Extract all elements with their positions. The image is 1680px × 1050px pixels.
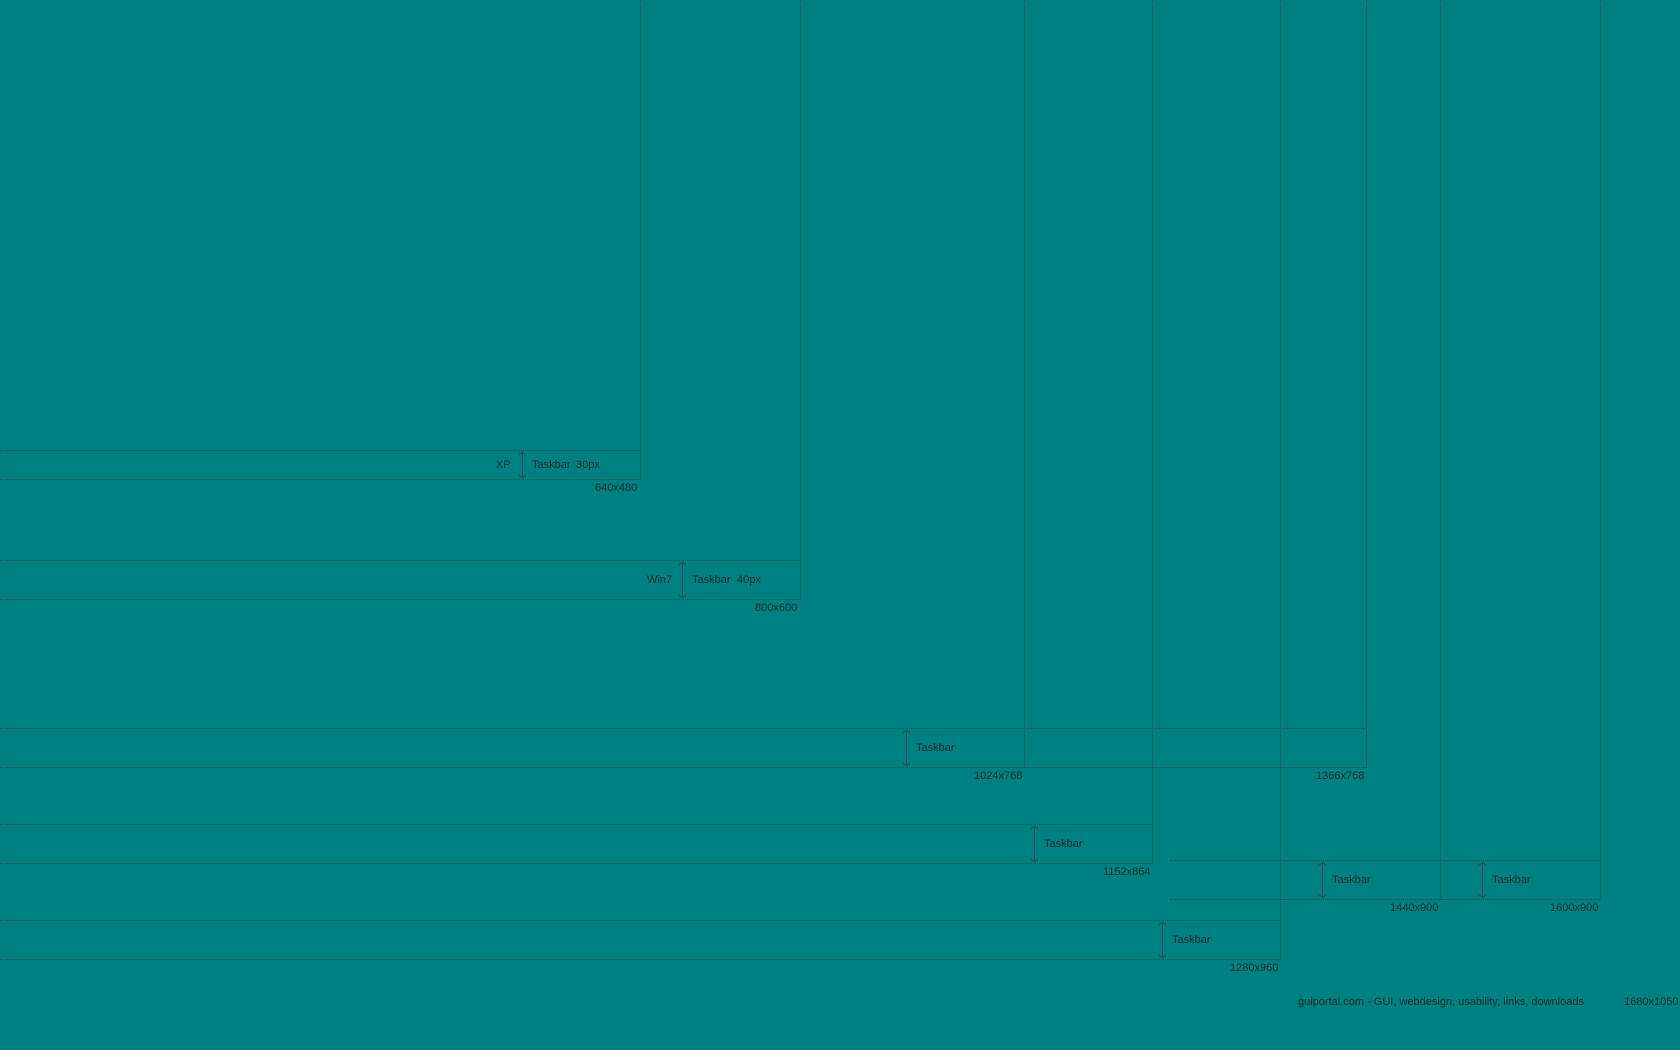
boundary-1600-right (1600, 0, 1601, 900)
double-headed-arrow-icon (901, 729, 912, 767)
taskbar-top-900 (1170, 860, 1600, 861)
boundary-800-bottom (0, 599, 800, 600)
resolution-label-1440x900: 1440x900 (1390, 902, 1439, 914)
resolution-label-800x600: 800x600 (755, 602, 798, 614)
resolution-label-1600x900: 1600x900 (1550, 902, 1599, 914)
taskbar-label-1024: Taskbar (916, 742, 955, 754)
taskbar-label-xp: Taskbar (532, 459, 571, 471)
os-label-win7: Win7 (647, 574, 673, 586)
double-headed-arrow-icon (517, 451, 528, 479)
boundary-960-bottom (0, 959, 1280, 960)
double-headed-arrow-icon (677, 561, 688, 599)
taskbar-top-800 (0, 560, 800, 561)
resolution-label-640x480: 640x480 (595, 482, 638, 494)
boundary-864-bottom (0, 863, 1152, 864)
footer-credit: guiportal.com - GUI, webdesign, usabilit… (1298, 996, 1584, 1008)
taskbar-label-1280: Taskbar (1172, 934, 1211, 946)
double-headed-arrow-icon (1157, 921, 1168, 959)
taskbar-height-win7: 40px (737, 574, 761, 586)
boundary-768-bottom (0, 767, 1366, 768)
taskbar-label-1600: Taskbar (1492, 874, 1531, 886)
taskbar-top-640 (0, 450, 640, 451)
os-label-xp: XP (496, 459, 511, 471)
resolution-label-1280x960: 1280x960 (1230, 962, 1279, 974)
taskbar-height-xp: 30px (576, 459, 600, 471)
boundary-640-bottom (0, 479, 640, 480)
boundary-800-right (800, 0, 801, 600)
double-headed-arrow-icon (1317, 861, 1328, 899)
boundary-640-right (640, 0, 641, 480)
taskbar-top-960 (0, 920, 1280, 921)
boundary-1440-right (1440, 0, 1441, 900)
double-headed-arrow-icon (1029, 825, 1040, 863)
boundary-1366-right (1366, 0, 1367, 768)
taskbar-label-win7: Taskbar (692, 574, 731, 586)
taskbar-label-1152: Taskbar (1044, 838, 1083, 850)
double-headed-arrow-icon (1477, 861, 1488, 899)
taskbar-top-768 (0, 728, 1366, 729)
boundary-1280-right (1280, 0, 1281, 960)
resolution-label-1024x768: 1024x768 (974, 770, 1023, 782)
boundary-1024-right (1024, 0, 1025, 768)
taskbar-label-1440: Taskbar (1332, 874, 1371, 886)
taskbar-top-864 (0, 824, 1152, 825)
boundary-900-bottom (1170, 899, 1600, 900)
resolution-label-1366x768: 1366x768 (1316, 770, 1365, 782)
boundary-1152-right (1152, 0, 1153, 864)
resolution-label-1152x864: 1152x864 (1103, 866, 1151, 878)
footer-resolution: 1680x1050 (1624, 996, 1679, 1008)
